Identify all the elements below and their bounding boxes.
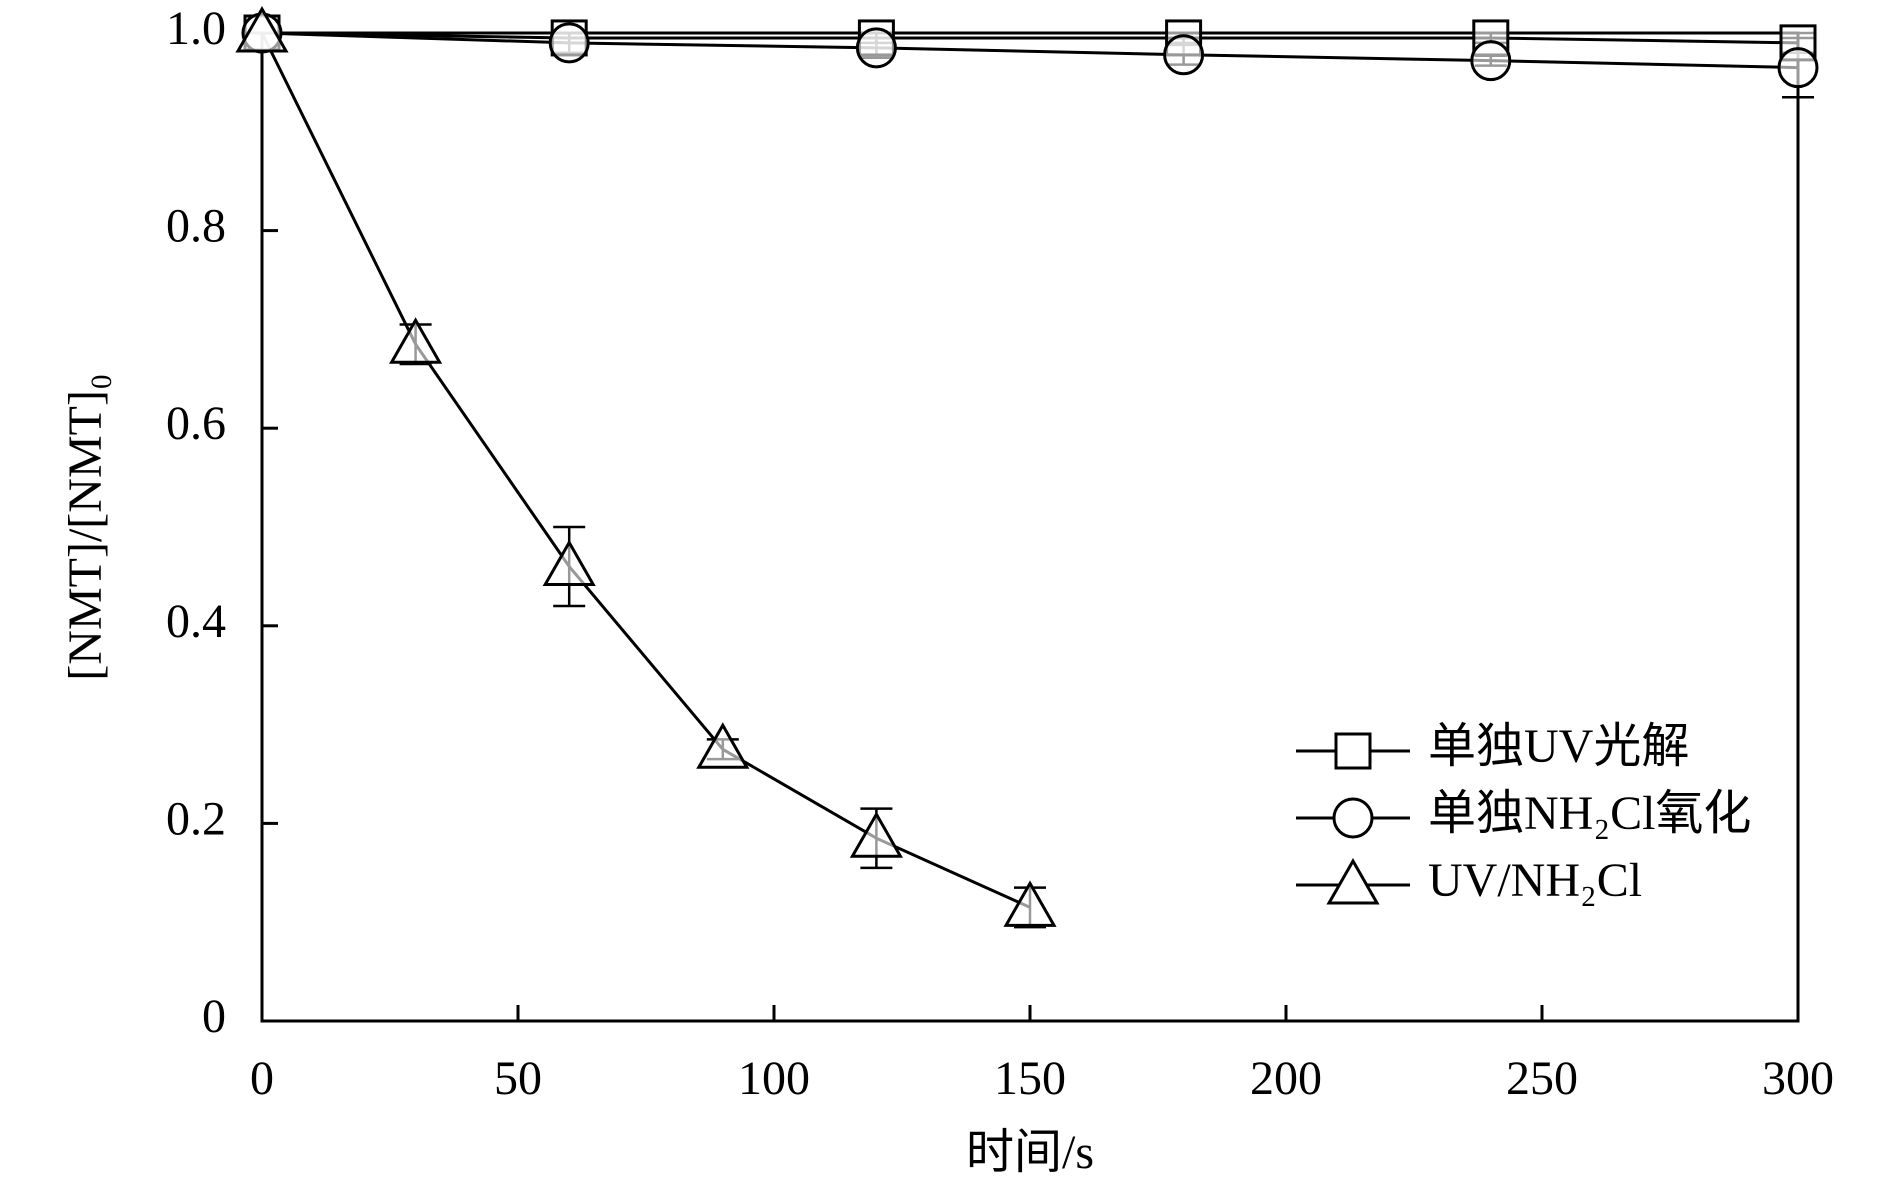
- data-point: [1163, 34, 1205, 76]
- data-point: [849, 811, 903, 858]
- x-axis-label: 时间/s: [966, 1126, 1094, 1179]
- data-point: [542, 539, 596, 587]
- data-point: [389, 317, 443, 364]
- x-tick-label: 300: [1762, 1052, 1834, 1105]
- y-tick-label: 0.6: [166, 397, 226, 450]
- x-tick-label: 50: [494, 1052, 542, 1105]
- data-point: [1777, 47, 1819, 89]
- x-tick-label: 150: [994, 1052, 1066, 1105]
- x-tick-label: 250: [1506, 1052, 1578, 1105]
- data-point: [855, 27, 897, 69]
- y-tick-label: 0.4: [166, 595, 226, 648]
- series-line: [260, 32, 1031, 909]
- data-point: [235, 5, 289, 53]
- legend-marker: [1334, 732, 1372, 770]
- y-tick-label: 0.8: [166, 200, 226, 253]
- data-point: [1470, 40, 1512, 82]
- y-tick-label: 0.2: [166, 792, 226, 845]
- series-line: [261, 31, 1799, 45]
- legend-label: 单独NH₂Cl氧化: [1428, 787, 1751, 840]
- legend-label: 单独UV光解: [1428, 720, 1689, 773]
- y-axis-label: [NMT]/[NMT]₀: [59, 373, 112, 680]
- legend-label: UV/NH₂Cl: [1428, 854, 1642, 907]
- legend-marker: [1326, 857, 1380, 905]
- data-point: [548, 22, 590, 64]
- data-point: [696, 722, 750, 769]
- series-line: [261, 31, 1799, 70]
- x-tick-label: 0: [250, 1052, 274, 1105]
- y-tick-label: 0: [202, 990, 226, 1043]
- x-tick-label: 100: [738, 1052, 810, 1105]
- x-tick-label: 200: [1250, 1052, 1322, 1105]
- legend-marker: [1332, 797, 1374, 839]
- y-tick-label: 1.0: [166, 2, 226, 55]
- data-point: [1003, 880, 1057, 927]
